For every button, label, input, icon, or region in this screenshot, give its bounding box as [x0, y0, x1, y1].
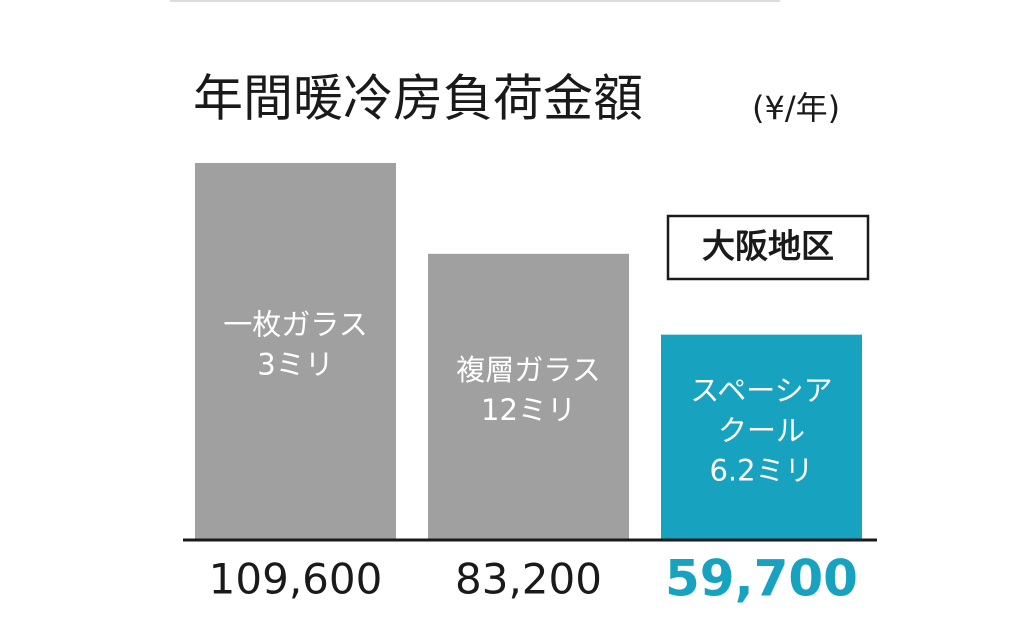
- bar-label: クール: [718, 413, 805, 447]
- bar: [428, 253, 629, 540]
- annotation: 大阪地区: [702, 227, 834, 266]
- bar-label: 3ミリ: [257, 348, 333, 382]
- bar: [195, 163, 396, 540]
- value-label: 83,200: [455, 555, 602, 604]
- bar: [661, 334, 862, 540]
- bar-label: 一枚ガラス: [223, 308, 367, 342]
- bar-label: スペーシア: [690, 373, 832, 407]
- value-label: 59,700: [665, 550, 858, 608]
- bar-label: 6.2ミリ: [709, 453, 813, 487]
- annotation-box: [666, 214, 870, 281]
- bar-label: 複層ガラス: [456, 353, 600, 387]
- unit-label: (¥/年): [752, 89, 840, 127]
- bar-label: 12ミリ: [481, 393, 576, 427]
- value-label: 109,600: [209, 555, 383, 604]
- chart-title: 年間暖冷房負荷金額: [193, 70, 643, 128]
